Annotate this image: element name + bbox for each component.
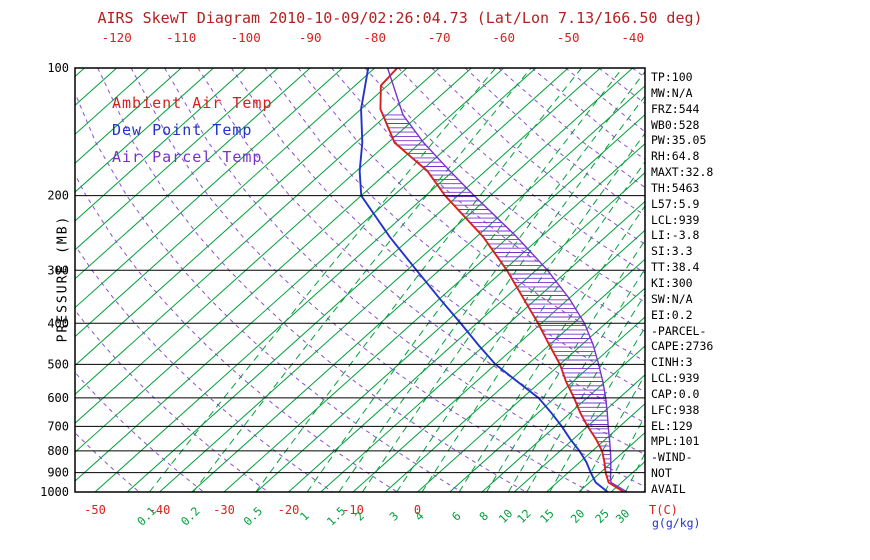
legend-item: Dew Point Temp (112, 121, 253, 139)
cape-hatch (382, 114, 611, 481)
bottom-temp-tick-label: -40 (149, 503, 171, 517)
mixing-ratio-tick-label: 10 (496, 506, 516, 526)
mixing-ratio-tick-label: 15 (537, 506, 557, 526)
pressure-tick-label: 700 (47, 419, 69, 433)
stat-line: EL:129 (651, 418, 693, 433)
mixing-ratio-lines (148, 68, 645, 492)
ambient-temp-curve (379, 68, 625, 492)
mixing-ratio-tick-label: 8 (476, 509, 491, 524)
bottom-temp-tick-label: 0 (414, 503, 421, 517)
stat-line: TP:100 (651, 70, 693, 84)
stat-line: CAP:0.0 (651, 386, 700, 401)
mixing-ratio-tick-label: 0.5 (241, 504, 266, 529)
stat-line: CINH:3 (651, 355, 693, 370)
parcel-curve (386, 68, 628, 492)
pressure-tick-label: 600 (47, 391, 69, 405)
stat-line: L57:5.9 (651, 196, 700, 211)
stat-line: -PARCEL- (651, 323, 707, 338)
stats-panel: TP:100 MW:N/A FRZ:544 WB0:528 PW:35.05 RH:64.… (651, 70, 713, 498)
stat-line: LFC:938 (651, 402, 700, 417)
stat-line: RH:64.8 (651, 149, 700, 164)
pressure-tick-label: 800 (47, 444, 69, 458)
mixing-ratio-tick-label: 20 (568, 506, 588, 526)
stat-line: TT:38.4 (651, 260, 700, 275)
pressure-tick-label: 900 (47, 466, 69, 480)
top-temp-tick-label: -40 (621, 30, 644, 45)
mixing-ratio-tick-label: 6 (449, 509, 464, 524)
pressure-tick-label: 200 (47, 189, 69, 203)
stat-line: MW:N/A (651, 85, 693, 100)
mixing-ratio-tick-label: 0.2 (178, 504, 203, 529)
pressure-tick-label: 500 (47, 357, 69, 371)
pressure-axis: 100 200 300 400 500 600 700 800 900 1000 (40, 61, 69, 499)
stat-line: -WIND- (651, 450, 693, 465)
stat-line: KI:300 (651, 275, 693, 290)
stat-line: SI:3.3 (651, 244, 693, 259)
top-temp-tick-label: -120 (102, 30, 132, 45)
stat-line: WB0:528 (651, 117, 700, 132)
y-axis-label: PRESSURE (MB) (55, 214, 71, 343)
bottom-temp-tick-label: -50 (84, 503, 106, 517)
bottom-temp-tick-label: -20 (278, 503, 300, 517)
top-temp-tick-label: -80 (363, 30, 386, 45)
bottom-temp-axis: -50 -40 -30 -20 -10 0 T(C) (84, 503, 678, 517)
mixing-ratio-tick-label: 25 (592, 506, 612, 526)
top-temp-tick-label: -100 (231, 30, 261, 45)
stat-line: PW:35.05 (651, 133, 707, 148)
plot-area (75, 68, 645, 492)
chart-title: AIRS SkewT Diagram 2010-10-09/02:26:04.7… (97, 9, 703, 27)
pressure-tick-label: 300 (47, 263, 69, 277)
stat-line: LI:-3.8 (651, 228, 700, 243)
mixing-ratio-unit-label: g(g/kg) (652, 516, 700, 530)
bottom-temp-tick-label: -10 (342, 503, 364, 517)
top-temp-tick-label: -70 (428, 30, 451, 45)
pressure-tick-label: 100 (47, 61, 69, 75)
legend-item: Air Parcel Temp (112, 148, 263, 166)
plot-frame (74, 67, 646, 493)
mixing-ratio-tick-label: 1 (297, 509, 312, 524)
stat-line: FRZ:544 (651, 101, 700, 116)
chart-legend: Ambient Air Temp Dew Point Temp Air Parcel… (112, 94, 273, 175)
mixing-ratio-tick-label: 3 (386, 509, 401, 524)
temp-unit-label: T(C) (649, 503, 678, 517)
pressure-tick-label: 400 (47, 316, 69, 330)
stat-line: LCL:939 (651, 212, 700, 227)
mixing-ratio-tick-label: 12 (514, 506, 534, 526)
bottom-temp-tick-label: -30 (213, 503, 235, 517)
stat-line: EI:0.2 (651, 307, 693, 322)
stat-line: MAXT:32.8 (651, 165, 714, 180)
stat-line: AVAIL (651, 481, 686, 496)
mixing-ratio-tick-label: 30 (613, 506, 633, 526)
top-temp-tick-label: -60 (492, 30, 515, 45)
top-temp-tick-label: -90 (299, 30, 322, 45)
stat-line: SW:N/A (651, 291, 693, 306)
stat-line: NOT (651, 466, 672, 481)
dry-adiabat-lines (75, 68, 645, 492)
pressure-tick-label: 1000 (40, 485, 69, 499)
top-temp-tick-label: -50 (557, 30, 580, 45)
stat-line: CAPE:2736 (651, 339, 714, 354)
top-temp-tick-label: -110 (166, 30, 196, 45)
legend-item: Ambient Air Temp (112, 94, 273, 112)
stat-line: TH:5463 (651, 180, 700, 195)
stat-line: MPL:101 (651, 434, 700, 449)
stat-line: LCL:939 (651, 371, 700, 386)
top-temp-axis: -120 -110 -100 -90 -80 -70 -60 -50 -40 (102, 30, 644, 45)
